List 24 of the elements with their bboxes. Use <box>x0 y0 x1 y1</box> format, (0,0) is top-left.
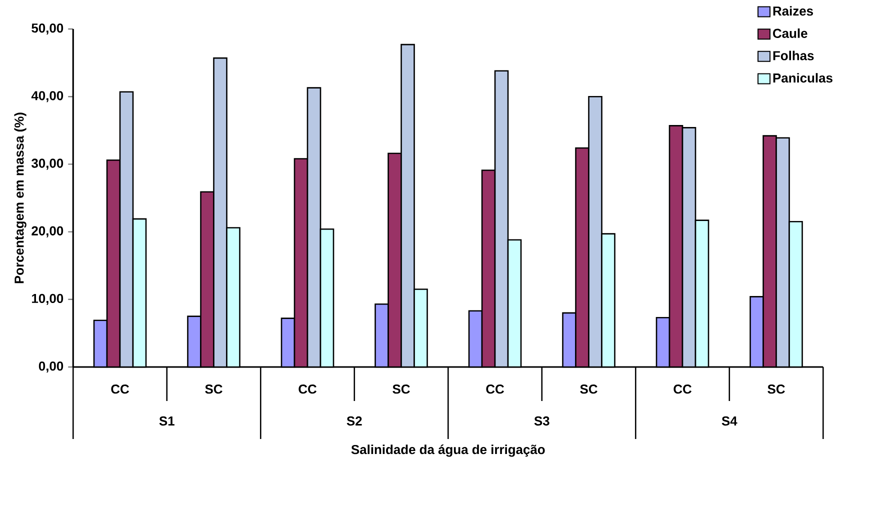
legend-label: Paniculas <box>773 73 832 83</box>
legend-label: Folhas <box>773 50 814 60</box>
y-tick-label: 50,00 <box>32 23 64 35</box>
x-tick-label: CC <box>298 384 316 394</box>
x-tick-label: CC <box>111 384 129 394</box>
x-tick-label: SC <box>580 384 598 394</box>
x-tick-label: SC <box>392 384 410 394</box>
y-axis-title: Porcentagem em massa (%) <box>14 112 26 284</box>
text: S4 <box>722 416 738 426</box>
y-tick-label: 10,00 <box>32 294 64 305</box>
x-tick-label: CC <box>486 384 504 394</box>
legend-label: Caule <box>773 28 808 38</box>
y-tick-label: 40,00 <box>31 91 64 102</box>
x-axis-title: Salinidade da água de irrigação <box>351 444 545 457</box>
x-tick-label: SC <box>768 384 785 394</box>
text: S3 <box>534 416 550 426</box>
text: S1 <box>159 416 174 426</box>
x-tick-label: CC <box>674 384 692 394</box>
y-tick-label: 30,00 <box>31 158 64 170</box>
text: S2 <box>346 416 362 426</box>
legend-label: Raizes <box>773 6 813 16</box>
y-tick-label: 0,00 <box>38 361 64 373</box>
y-tick-label: 20,00 <box>32 226 64 238</box>
x-tick-label: SC <box>205 384 222 394</box>
